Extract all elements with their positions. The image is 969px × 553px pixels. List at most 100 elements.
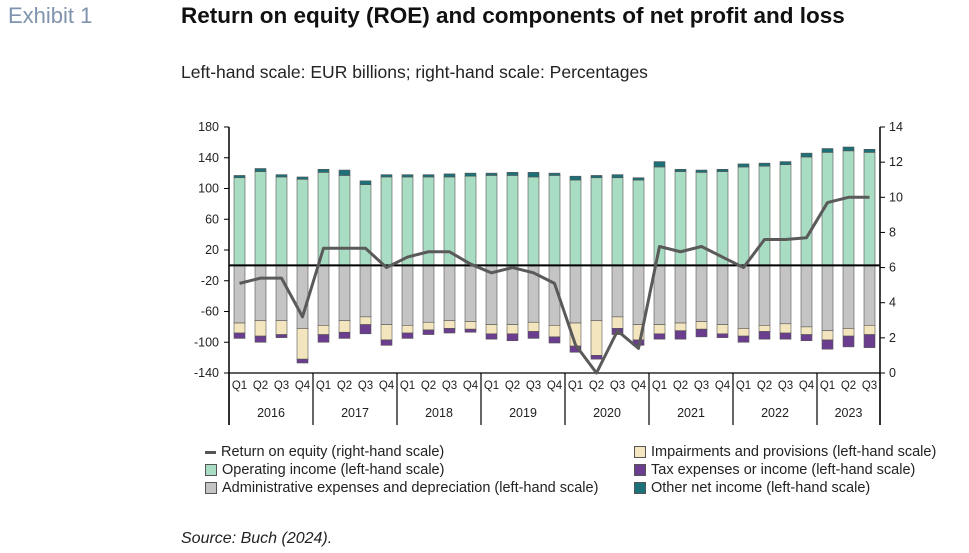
tax-bar xyxy=(548,336,561,344)
other-net-income-bar xyxy=(233,175,246,179)
right-tick-label: 14 xyxy=(889,120,903,134)
operating-income-bar xyxy=(779,164,792,266)
right-tick-label: 6 xyxy=(889,261,896,275)
impairments-bar xyxy=(842,328,855,337)
legend-admin-label: Administrative expenses and depreciation… xyxy=(222,480,599,496)
other-net-income-bar xyxy=(464,172,477,177)
other-net-income-bar xyxy=(275,174,288,178)
impairments-bar xyxy=(548,325,561,338)
operating-income-bar xyxy=(506,175,519,266)
admin-expenses-bar xyxy=(779,265,792,325)
admin-expenses-bar xyxy=(254,265,267,322)
operating-income-bar xyxy=(275,176,288,266)
impairments-bar xyxy=(653,324,666,335)
impairments-bar xyxy=(254,320,267,337)
operating-income-bar xyxy=(716,171,729,266)
other-net-income-bar xyxy=(296,176,309,180)
quarter-label: Q3 xyxy=(274,380,289,392)
operating-income-bar xyxy=(254,171,267,266)
other-net-income-bar xyxy=(737,163,750,168)
admin-expenses-bar xyxy=(632,265,645,325)
admin-expenses-bar xyxy=(590,265,603,322)
legend-roe-label: Return on equity (right-hand scale) xyxy=(221,444,445,460)
other-net-income-bar xyxy=(485,172,498,176)
admin-expenses-bar xyxy=(401,265,414,326)
right-tick-label: 2 xyxy=(889,331,896,345)
quarter-label: Q4 xyxy=(379,380,395,392)
other-net-income-bar xyxy=(254,168,267,172)
tax-bar xyxy=(716,333,729,338)
admin-expenses-bar xyxy=(674,265,687,324)
impairments-bar xyxy=(359,316,372,325)
right-tick-label: 8 xyxy=(889,225,896,239)
year-label: 2022 xyxy=(761,406,789,420)
quarter-label: Q1 xyxy=(652,380,667,392)
tax-bar xyxy=(821,339,834,350)
other-net-income-bar xyxy=(716,168,729,172)
other-net-income-bar xyxy=(317,168,330,173)
impairments-bar xyxy=(506,324,519,335)
impairments-bar xyxy=(401,325,414,334)
other-net-income-bar xyxy=(800,152,813,158)
impairments-bar xyxy=(590,320,603,356)
impairments-bar xyxy=(233,322,246,334)
left-tick-label: 140 xyxy=(198,151,219,165)
admin-expenses-bar xyxy=(695,265,708,322)
quarter-label: Q4 xyxy=(463,380,479,392)
quarter-label: Q3 xyxy=(862,380,877,392)
admin-expenses-bar xyxy=(443,265,456,322)
operating-income-bar xyxy=(611,177,624,266)
other-net-income-bar xyxy=(359,180,372,185)
admin-expenses-bar xyxy=(800,265,813,328)
tax-bar xyxy=(296,358,309,364)
left-tick-label: -20 xyxy=(201,274,219,288)
admin-expenses-bar xyxy=(737,265,750,329)
chart-canvas: -140 -100 -60 -20 20 60 100 140 180 0 2 4 6 8 10 12 14 Q1… xyxy=(194,120,903,425)
right-tick-label: 10 xyxy=(889,190,903,204)
quarter-label: Q2 xyxy=(589,380,604,392)
quarter-label: Q4 xyxy=(715,380,731,392)
impairments-bar xyxy=(317,325,330,335)
tax-bar xyxy=(254,335,267,343)
tax-bar xyxy=(443,328,456,334)
tax-bar xyxy=(380,339,393,346)
left-tick-label: -100 xyxy=(194,335,219,349)
other-net-income-bar xyxy=(653,161,666,168)
tax-bar xyxy=(863,334,876,348)
impairments-bar xyxy=(527,321,540,332)
tax-bar xyxy=(275,334,288,338)
right-tick-label: 0 xyxy=(889,366,896,380)
operating-income-bar xyxy=(296,178,309,266)
quarter-label: Q4 xyxy=(799,380,815,392)
impairments-bar xyxy=(674,322,687,332)
year-label: 2020 xyxy=(593,406,621,420)
impairments-bar xyxy=(737,328,750,337)
operating-income-bar xyxy=(464,175,477,266)
legend-other-label: Other net income (left-hand scale) xyxy=(651,480,871,496)
other-net-income-bar xyxy=(695,169,708,173)
admin-swatch xyxy=(205,482,217,494)
roe-line-swatch xyxy=(205,450,216,454)
quarter-label: Q1 xyxy=(484,380,499,392)
impairments-bar xyxy=(464,321,477,330)
right-tick-label: 12 xyxy=(889,155,903,169)
impairments-bar xyxy=(800,326,813,335)
admin-expenses-bar xyxy=(296,265,309,329)
operating-income-bar xyxy=(527,176,540,266)
other-swatch xyxy=(634,482,646,494)
tax-bar xyxy=(758,331,771,340)
other-net-income-bar xyxy=(527,172,540,178)
tax-bar xyxy=(317,334,330,343)
tax-bar xyxy=(485,333,498,340)
quarter-label: Q3 xyxy=(778,380,793,392)
operating-income-bar xyxy=(758,165,771,266)
admin-expenses-bar xyxy=(821,265,834,332)
tax-bar xyxy=(590,355,603,360)
quarter-label: Q4 xyxy=(547,380,563,392)
quarter-label: Q2 xyxy=(505,380,520,392)
tax-bar xyxy=(359,324,372,335)
impairments-bar xyxy=(275,320,288,335)
impairments-bar xyxy=(863,325,876,335)
impairments-swatch xyxy=(634,446,646,458)
quarter-label: Q4 xyxy=(295,380,311,392)
